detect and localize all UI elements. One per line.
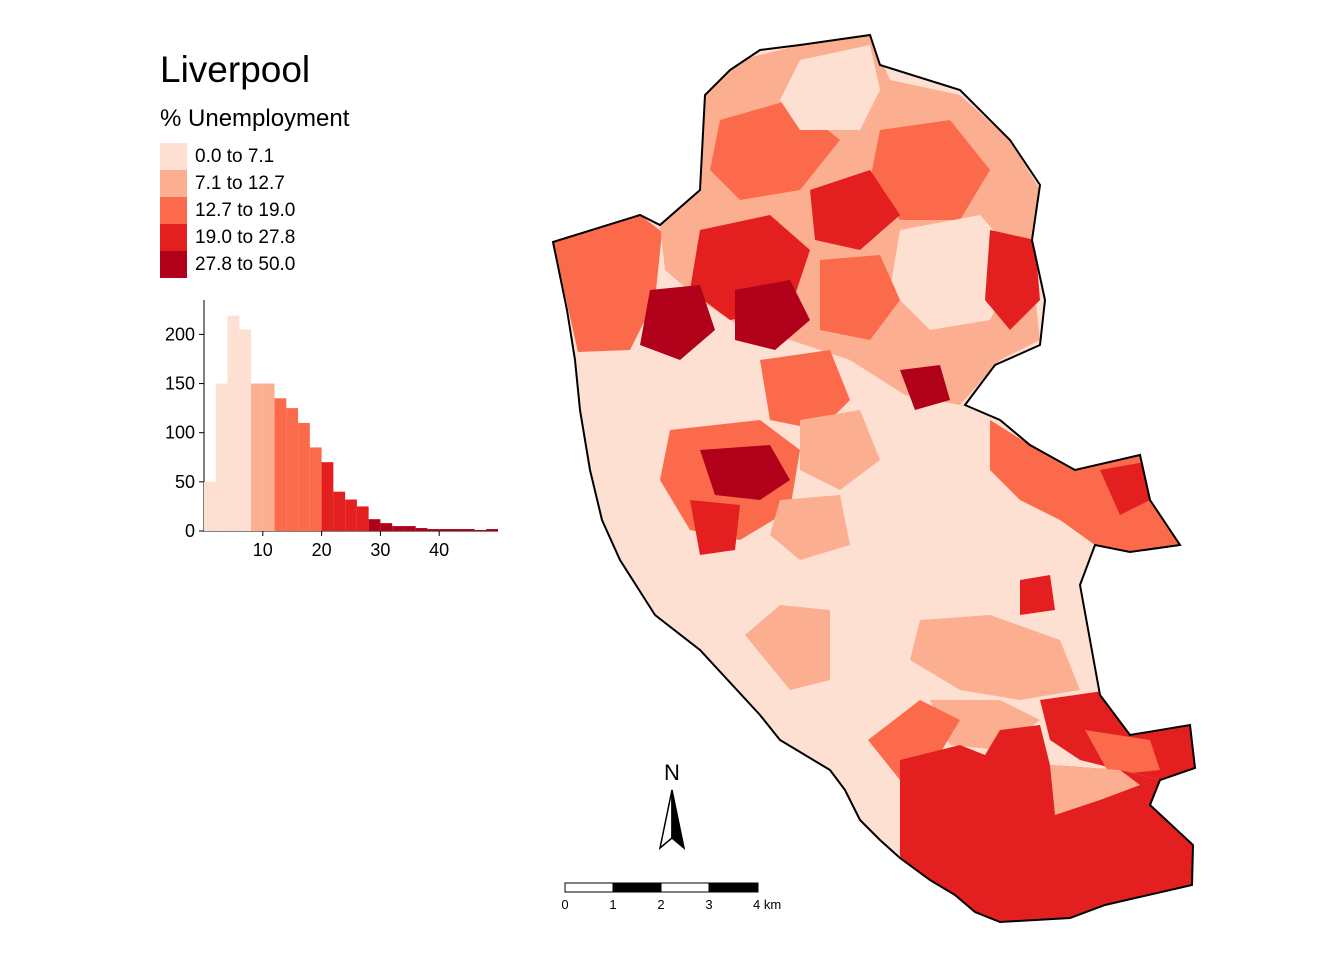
histogram-bars <box>204 315 498 531</box>
histogram-bar <box>215 383 228 531</box>
histogram-bar <box>298 422 310 531</box>
legend-swatch <box>160 197 187 224</box>
scale-label: 0 <box>561 897 568 912</box>
histogram-bar <box>227 315 240 531</box>
area-class-2 <box>800 410 880 490</box>
scale-segment <box>564 882 614 893</box>
scale-segment <box>612 882 662 893</box>
histogram-bar <box>392 526 404 531</box>
histogram-bar <box>474 530 487 531</box>
histogram-bar <box>486 529 498 531</box>
area-class-4 <box>985 230 1040 330</box>
scale-label: 2 <box>657 897 664 912</box>
area-class-4 <box>1100 462 1150 515</box>
histogram-bar <box>321 462 334 531</box>
scale-label: 3 <box>705 897 712 912</box>
legend-item: 0.0 to 7.1 <box>160 143 400 170</box>
histogram-bar <box>462 529 475 531</box>
legend-title: % Unemployment <box>160 105 350 132</box>
histogram-bar <box>251 383 263 531</box>
area-class-5 <box>700 445 790 500</box>
histogram-bar <box>286 408 299 531</box>
area-class-2 <box>770 495 850 560</box>
legend-label: 27.8 to 50.0 <box>195 254 296 275</box>
y-tick-label: 200 <box>165 324 195 344</box>
scale-label: 1 <box>609 897 616 912</box>
scale-segment <box>708 882 759 893</box>
histogram-bar <box>450 529 463 531</box>
histogram-bar <box>274 398 287 531</box>
area-class-4 <box>1020 575 1055 615</box>
legend-item: 27.8 to 50.0 <box>160 251 400 278</box>
legend-swatch <box>160 143 187 170</box>
histogram-bar <box>239 329 252 531</box>
y-tick-label: 50 <box>175 472 195 492</box>
histogram-bar <box>368 519 381 531</box>
histogram: 0 50 100 150 200 10 20 30 40 <box>165 300 498 560</box>
x-tick-label: 40 <box>429 540 449 560</box>
histogram-bar <box>415 528 428 531</box>
histogram-bar <box>309 447 322 531</box>
scale-bar: 0 1 2 3 4 km <box>561 882 781 912</box>
choropleth-map <box>551 33 1197 924</box>
scale-segment <box>660 882 710 893</box>
legend-item: 19.0 to 27.8 <box>160 224 400 251</box>
x-tick-label: 30 <box>370 540 390 560</box>
area-class-2 <box>910 615 1080 700</box>
legend-swatch <box>160 251 187 278</box>
area-class-2 <box>1050 765 1140 815</box>
histogram-bar <box>345 499 357 531</box>
histogram-x-ticks: 10 20 30 40 <box>253 531 449 560</box>
legend-item: 7.1 to 12.7 <box>160 170 400 197</box>
y-tick-label: 100 <box>165 423 195 443</box>
area-class-5 <box>900 365 950 410</box>
city-boundary <box>551 33 1197 924</box>
y-tick-label: 150 <box>165 374 195 394</box>
north-arrow-label: N <box>664 760 680 785</box>
area-class-3 <box>1085 730 1160 775</box>
histogram-bar <box>439 529 451 531</box>
area-class-3 <box>820 255 900 340</box>
histogram-bar <box>427 529 440 531</box>
area-class-3 <box>870 120 990 220</box>
histogram-bar <box>333 491 346 531</box>
north-arrow-right <box>671 789 686 850</box>
histogram-y-ticks: 0 50 100 150 200 <box>165 324 204 541</box>
area-class-3 <box>868 700 960 780</box>
x-tick-label: 20 <box>312 540 332 560</box>
histogram-bar <box>262 383 275 531</box>
area-class-2 <box>745 605 830 690</box>
north-arrow: N <box>658 760 686 850</box>
histogram-bar <box>403 526 416 531</box>
legend-label: 19.0 to 27.8 <box>195 227 296 248</box>
north-arrow-left <box>658 789 673 850</box>
legend-swatch <box>160 170 187 197</box>
area-class-3 <box>990 420 1180 552</box>
histogram-bar <box>204 481 216 531</box>
area-class-5 <box>640 285 715 360</box>
area-low <box>780 45 880 130</box>
map-title: Liverpool <box>160 49 311 90</box>
area-class-4 <box>690 500 740 555</box>
legend-label: 0.0 to 7.1 <box>195 146 275 167</box>
area-class-3 <box>760 350 850 430</box>
scale-label: 4 km <box>753 897 781 912</box>
legend-label: 7.1 to 12.7 <box>195 173 285 194</box>
area-class-4 <box>810 170 900 250</box>
histogram-bar <box>356 506 369 531</box>
legend-label: 12.7 to 19.0 <box>195 200 296 221</box>
area-class-3 <box>553 215 662 352</box>
legend-swatch <box>160 224 187 251</box>
legend-item: 12.7 to 19.0 <box>160 197 400 224</box>
x-tick-label: 10 <box>253 540 273 560</box>
histogram-bar <box>380 523 393 531</box>
area-class-5 <box>735 280 810 350</box>
y-tick-label: 0 <box>185 521 195 541</box>
